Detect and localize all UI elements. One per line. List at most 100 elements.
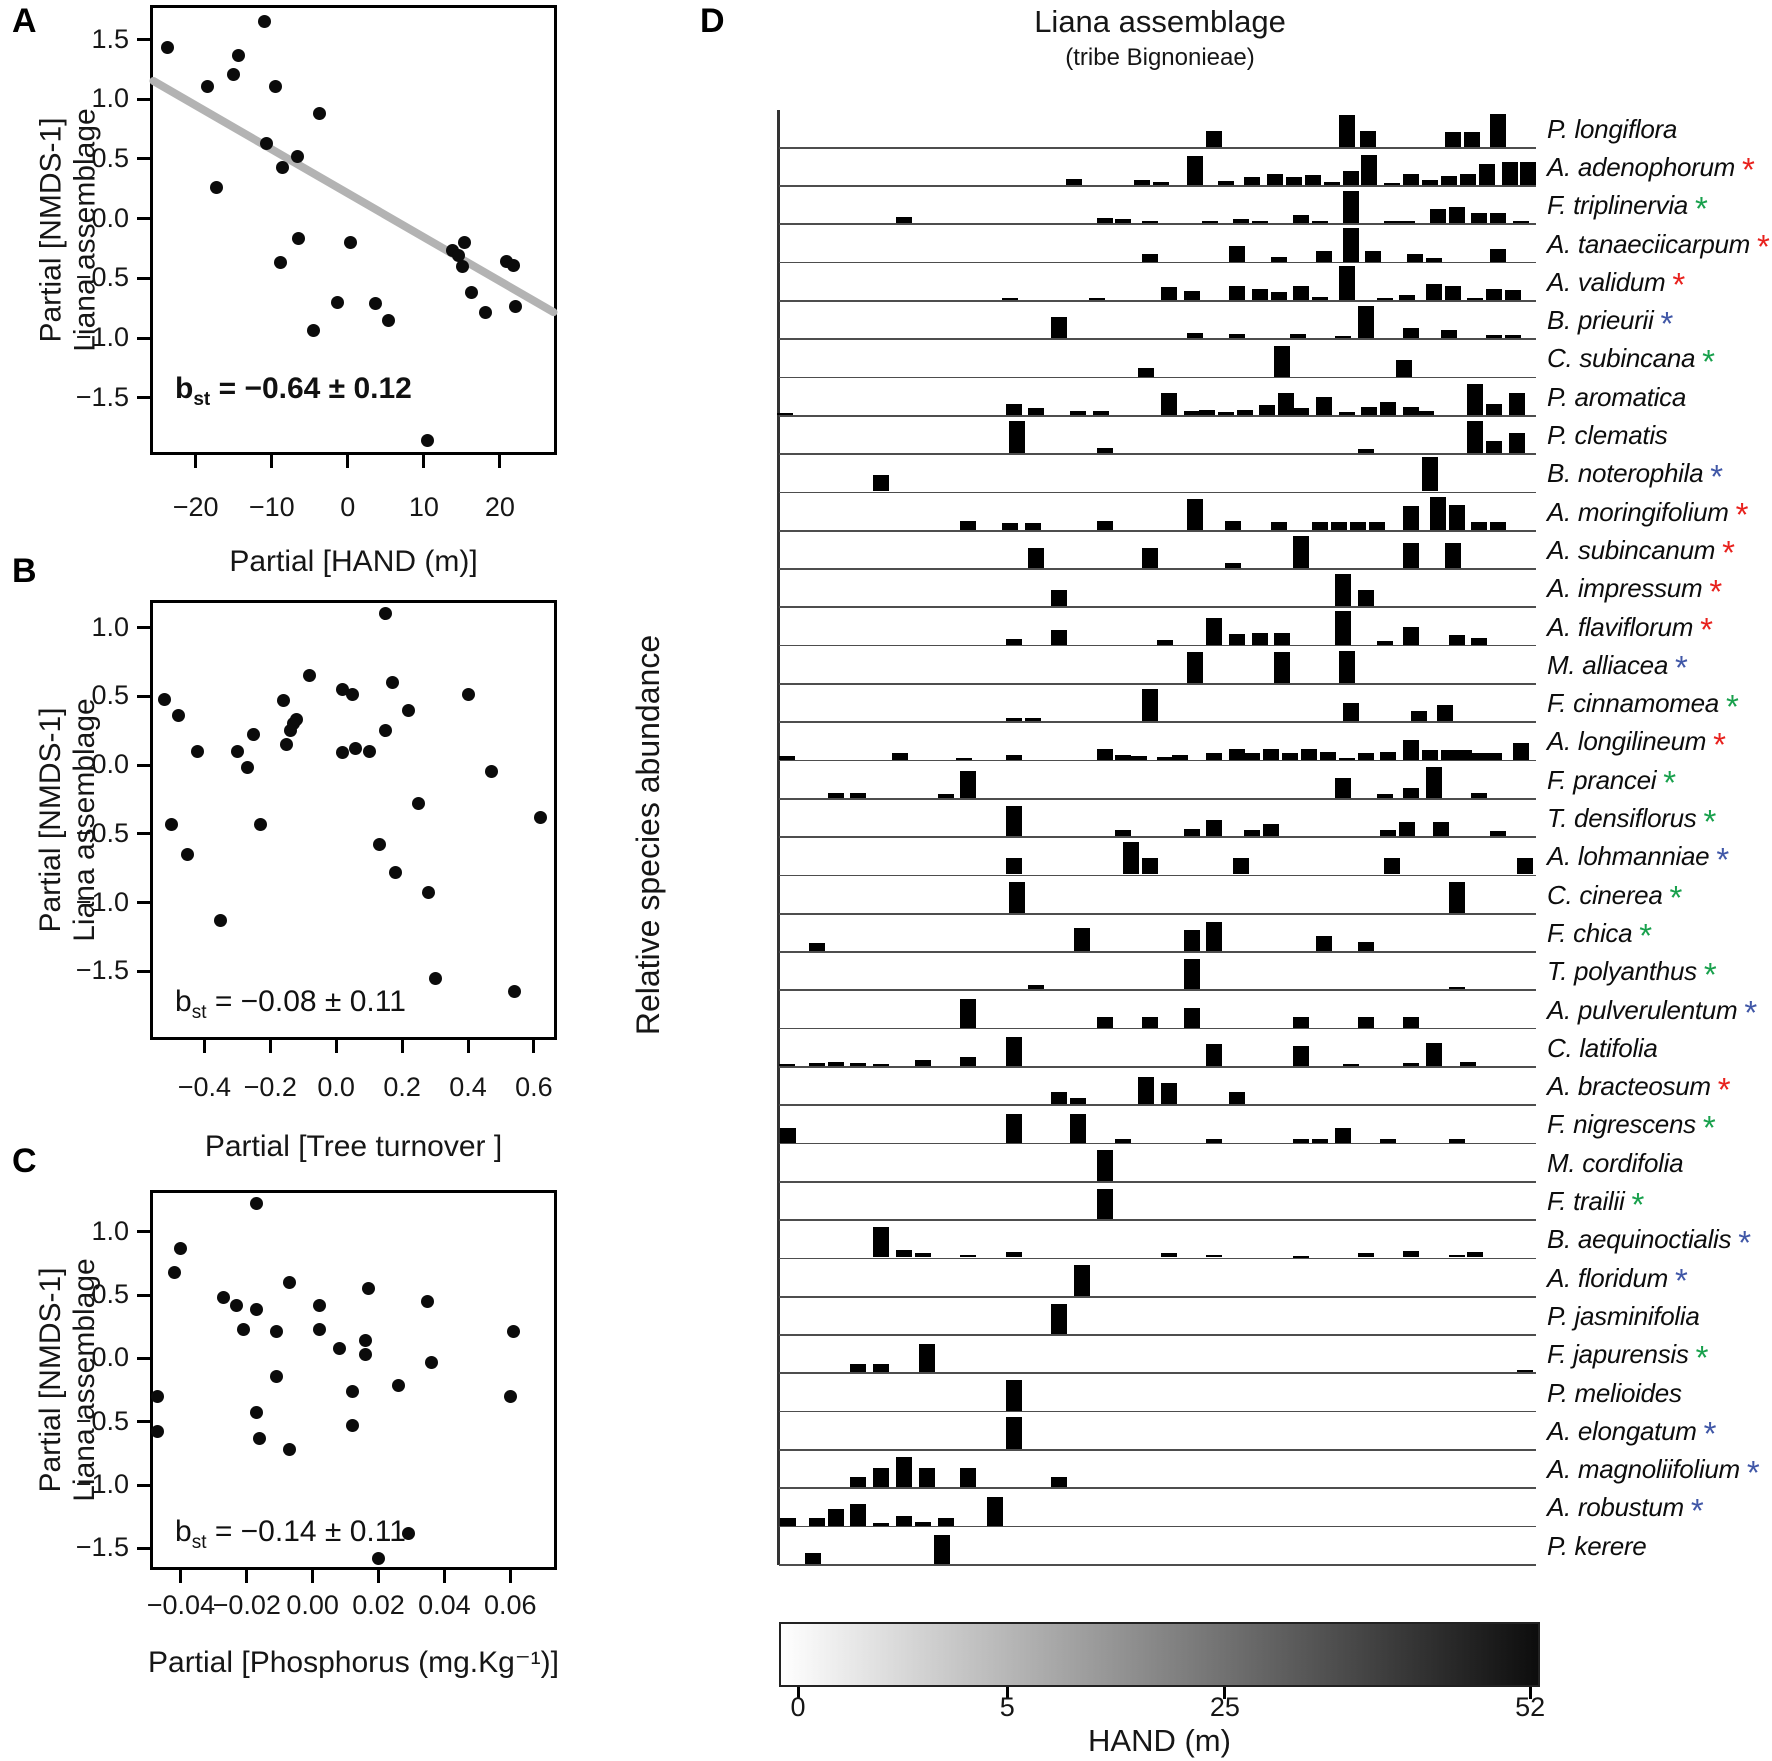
x-tick-label: −0.4 <box>177 1072 232 1102</box>
abundance-bar <box>1024 522 1041 530</box>
data-point <box>484 765 498 779</box>
species-label: P. clematis <box>1547 416 1772 454</box>
y-axis-tick <box>137 396 150 400</box>
abundance-bar <box>1369 521 1386 530</box>
abundance-bar <box>1425 258 1442 262</box>
species-name: A. lohmanniae <box>1547 841 1710 872</box>
species-label: P. aromatica <box>1547 378 1772 416</box>
abundance-bar <box>1005 1380 1022 1411</box>
species-label: M. alliacea * <box>1547 649 1688 687</box>
abundance-bar <box>1422 749 1439 760</box>
species-label: A. validum * <box>1547 266 1685 304</box>
data-point <box>201 79 215 93</box>
data-point <box>191 744 205 758</box>
species-baseline <box>779 836 1536 838</box>
abundance-bar <box>1342 1063 1359 1066</box>
abundance-bar <box>1471 792 1488 798</box>
data-point <box>402 703 416 717</box>
data-point <box>151 1425 165 1439</box>
abundance-bar <box>850 792 867 798</box>
abundance-bar <box>1130 756 1147 760</box>
abundance-bar <box>1153 182 1170 186</box>
beta-annotation-c: bst = −0.14 ± 0.11 <box>175 1515 406 1553</box>
species-label: A. moringifolium * <box>1547 496 1749 534</box>
abundance-bar <box>1403 506 1420 530</box>
abundance-bar <box>1096 447 1113 454</box>
abundance-bar <box>1073 927 1090 952</box>
y-axis-tick <box>137 1420 150 1424</box>
x-tick-label: 0.2 <box>383 1072 421 1102</box>
data-point <box>240 761 254 775</box>
abundance-bar <box>1512 743 1529 760</box>
y-tick-label: 0.5 <box>91 1279 129 1310</box>
abundance-bar <box>1365 250 1382 262</box>
abundance-bar <box>1403 1251 1420 1258</box>
abundance-bar <box>1293 535 1310 569</box>
abundance-bar <box>1459 174 1476 186</box>
y-tick-label: 0.0 <box>91 1342 129 1373</box>
species-baseline <box>779 491 1536 494</box>
abundance-bar <box>1486 289 1503 300</box>
species-name: F. trailii <box>1547 1186 1625 1217</box>
abundance-bar <box>1406 253 1423 262</box>
data-point <box>276 693 290 707</box>
abundance-bar <box>895 1515 912 1526</box>
abundance-bar <box>1096 1188 1113 1220</box>
species-baseline <box>779 1219 1536 1221</box>
x-axis-tick <box>268 1040 272 1053</box>
y-axis-tick <box>137 1483 150 1487</box>
abundance-bar <box>1486 753 1503 760</box>
abundance-bar <box>1516 1370 1533 1373</box>
abundance-bar <box>1198 409 1215 415</box>
abundance-bar <box>1228 748 1245 760</box>
species-name: P. clematis <box>1547 420 1668 451</box>
y-axis-tick <box>137 832 150 836</box>
data-point <box>349 742 363 755</box>
species-baseline <box>779 874 1536 877</box>
abundance-bar <box>1380 751 1397 760</box>
species-name: A. magnoliifolium <box>1547 1454 1740 1485</box>
species-baseline <box>779 338 1536 341</box>
abundance-bar <box>914 1522 931 1526</box>
species-name: F. chica <box>1547 917 1633 948</box>
species-label: F. nigrescens * <box>1547 1108 1716 1146</box>
abundance-bar <box>808 1518 825 1526</box>
abundance-bar <box>1206 1044 1223 1066</box>
abundance-bar <box>780 1518 797 1526</box>
abundance-bar <box>1263 748 1280 760</box>
data-point <box>158 692 172 706</box>
colorbar-tick <box>1223 1687 1227 1699</box>
species-label: P. longiflora <box>1547 110 1772 148</box>
abundance-bar <box>1444 131 1461 147</box>
abundance-bar <box>1448 634 1465 645</box>
abundance-bar <box>1422 457 1439 492</box>
abundance-bar <box>1425 283 1442 300</box>
x-axis-tick <box>334 1040 338 1053</box>
species-name: F. cinnamomea <box>1547 688 1719 719</box>
abundance-bar <box>805 1553 822 1564</box>
x-tick-label: 0.4 <box>449 1072 487 1102</box>
species-label: M. cordifolia <box>1547 1144 1772 1182</box>
colorbar-tick-label: 25 <box>1209 1692 1240 1722</box>
data-point <box>303 669 317 683</box>
species-baseline <box>779 644 1536 647</box>
panel-d-subtitle: (tribe Bignonieae) <box>1065 44 1255 71</box>
abundance-bar <box>1471 638 1488 645</box>
x-axis-tick <box>422 455 426 468</box>
abundance-bar <box>1005 1252 1022 1258</box>
plot-box <box>150 5 557 455</box>
data-point <box>214 913 228 927</box>
abundance-bar <box>827 1062 844 1066</box>
species-name: A. subincanum <box>1547 534 1716 565</box>
abundance-bar <box>1403 739 1420 760</box>
abundance-bar <box>1141 548 1158 569</box>
abundance-bar <box>1516 858 1533 875</box>
abundance-bar <box>1440 330 1457 339</box>
abundance-bar <box>1157 756 1174 760</box>
data-point <box>283 1275 297 1289</box>
y-tick-label: −1.5 <box>75 1532 129 1563</box>
abundance-bar <box>808 1063 825 1066</box>
species-baseline <box>779 1142 1536 1145</box>
panel-d-title: Liana assemblage <box>1034 4 1286 39</box>
abundance-bar <box>1448 1255 1465 1258</box>
